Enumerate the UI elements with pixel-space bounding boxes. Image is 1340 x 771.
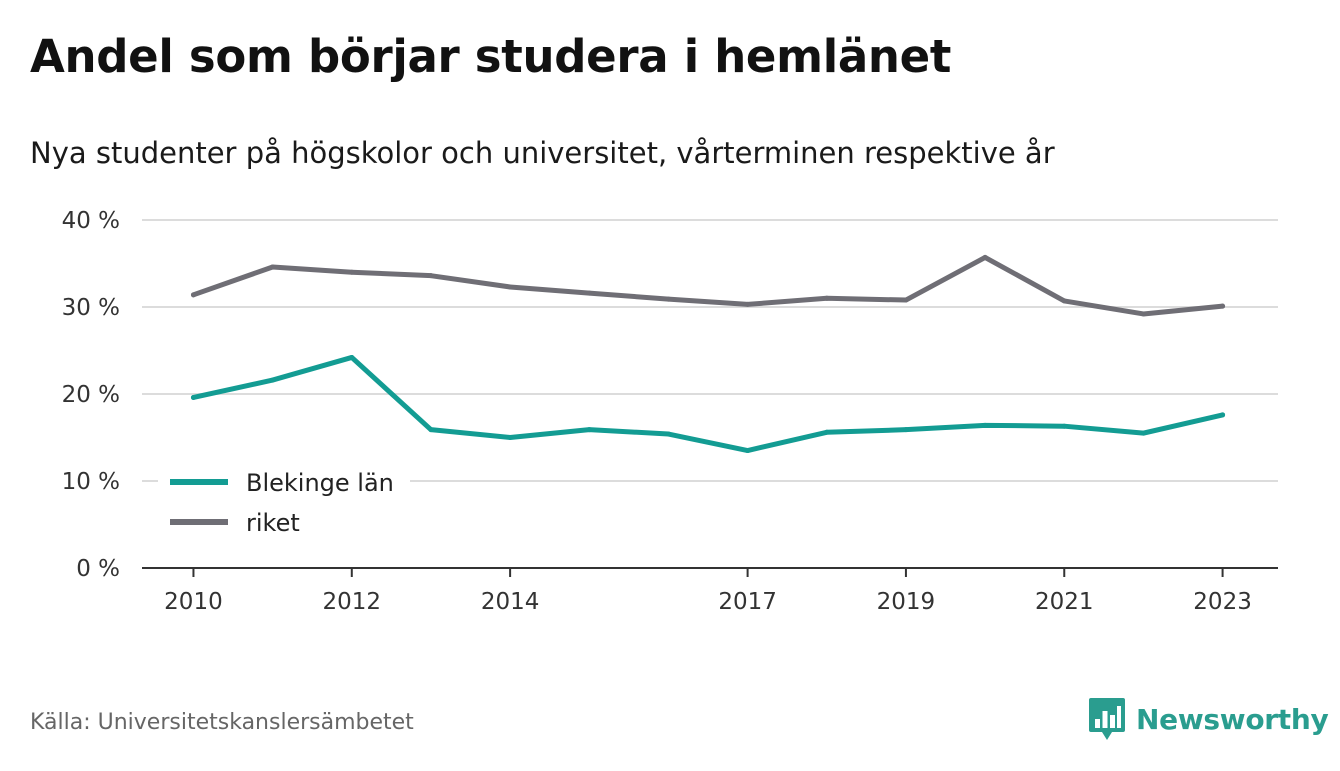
y-tick-label: 20 % [62,382,120,408]
line-chart: 0 % 10 % 20 % 30 % 40 % 2010 2012 2014 2017 2019 2… [62,208,1278,615]
x-tick-label: 2012 [323,589,382,615]
data-point-blekinge [1220,412,1226,418]
series-line-riket [190,254,1226,317]
newsworthy-logo: Newsworthy [1088,697,1329,741]
data-point-blekinge [745,448,751,454]
data-point-riket [349,269,355,275]
data-point-blekinge [1061,423,1067,429]
data-point-riket [586,290,592,296]
data-point-riket [1061,298,1067,304]
data-point-blekinge [507,435,513,440]
data-point-riket [745,301,751,307]
data-point-riket [1140,311,1146,317]
y-tick-label: 0 % [76,556,120,582]
data-point-blekinge [586,427,592,433]
y-tick-label: 10 % [62,469,120,495]
data-point-riket [270,264,276,270]
y-tick-label: 30 % [62,295,120,321]
data-point-riket [428,273,434,279]
data-point-blekinge [270,377,276,383]
data-point-blekinge [190,394,196,400]
legend-background [158,460,410,546]
chart-title: Andel som börjar studera i hemlänet [30,30,952,83]
data-point-blekinge [1140,430,1146,436]
x-tick-label: 2023 [1193,589,1252,615]
data-point-blekinge [903,427,909,433]
data-point-riket [824,295,830,301]
data-point-blekinge [428,427,434,433]
data-point-blekinge [349,354,355,360]
data-point-riket [507,284,513,290]
data-point-blekinge [665,431,671,437]
x-tick-label: 2021 [1035,589,1094,615]
legend-label: riket [246,509,300,537]
x-tick-label: 2010 [164,589,223,615]
data-point-riket [1220,303,1226,309]
y-tick-label: 40 % [62,208,120,234]
x-tick-label: 2019 [877,589,936,615]
x-tick-label: 2017 [718,589,777,615]
data-point-riket [190,292,196,298]
data-point-riket [665,296,671,302]
source-note: Källa: Universitetskanslersämbetet [30,710,414,735]
data-point-blekinge [824,429,830,435]
data-point-riket [903,297,909,303]
x-tick-label: 2014 [481,589,540,615]
data-point-blekinge [982,422,988,428]
data-point-riket [982,254,988,260]
brand-name: Newsworthy [1136,702,1329,736]
legend-label: Blekinge län [246,469,394,497]
bar-chart-icon [1089,698,1125,740]
series-line-blekinge [190,354,1226,454]
chart-subtitle: Nya studenter på högskolor och universit… [30,136,1055,170]
